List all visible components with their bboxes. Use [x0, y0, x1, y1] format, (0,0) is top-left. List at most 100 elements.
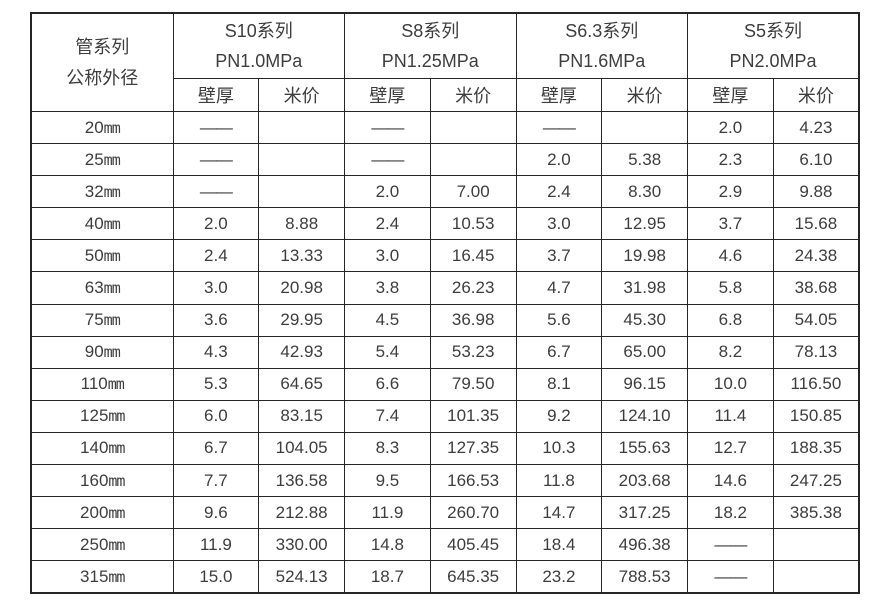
- size-value: 200: [80, 502, 109, 522]
- size-unit: mm: [103, 150, 121, 169]
- value-cell: 15.68: [772, 207, 860, 241]
- sub-header-wall-thickness: 壁厚: [515, 78, 603, 112]
- value-cell: 127.35: [429, 431, 517, 466]
- size-unit: mm: [103, 182, 121, 201]
- series-pressure: PN1.0MPa: [215, 51, 303, 71]
- series-pressure: PN2.0MPa: [729, 51, 817, 71]
- value-cell: 7.00: [429, 175, 517, 209]
- value-cell: 6.7: [515, 335, 603, 369]
- value-cell: 330.00: [258, 528, 346, 562]
- value-cell: 2.3: [687, 143, 774, 177]
- value-cell: 15.0: [172, 560, 260, 594]
- value-cell: 10.53: [429, 207, 517, 241]
- empty-cell: [258, 143, 346, 177]
- value-cell: 20.98: [258, 271, 346, 305]
- value-cell: 78.13: [772, 335, 860, 369]
- size-value: 160: [80, 470, 109, 490]
- table-row: 140mm 6.7 104.05 8.3 127.35 10.3 155.63 12.7 188…: [30, 431, 860, 466]
- size-unit: mm: [108, 535, 125, 554]
- size-value: 50: [84, 245, 104, 265]
- value-cell: 136.58: [258, 464, 346, 498]
- size-cell: 63mm: [30, 271, 174, 305]
- series-pressure: PN1.25MPa: [381, 51, 479, 71]
- value-cell: 3.0: [344, 239, 431, 273]
- size-unit: mm: [108, 407, 125, 426]
- table-row: 25mm —— —— 2.0 5.38 2.3 6.10: [30, 143, 860, 177]
- series-header-row: 管系列 公称外径 S10系列 PN1.0MPa S8系列 PN1.25MPa S…: [30, 12, 860, 112]
- value-cell: 96.15: [601, 367, 689, 401]
- table-row: 20mm —— —— —— 2.0 4.23: [30, 110, 860, 145]
- empty-cell: [258, 110, 346, 145]
- value-cell: 12.7: [687, 431, 774, 466]
- value-cell: 247.25: [772, 464, 860, 498]
- value-cell: 54.05: [772, 303, 860, 337]
- value-cell: 83.15: [258, 399, 346, 433]
- value-cell: 150.85: [772, 399, 860, 433]
- value-cell: 7.7: [172, 464, 260, 498]
- size-value: 90: [84, 342, 104, 362]
- value-cell: 8.3: [344, 431, 431, 466]
- empty-cell: [429, 143, 517, 177]
- size-value: 63: [84, 278, 104, 298]
- value-cell: 6.10: [772, 143, 860, 177]
- sub-header-wall-thickness: 壁厚: [172, 78, 260, 112]
- size-value: 125: [80, 406, 109, 426]
- value-cell: 3.6: [172, 303, 260, 337]
- corner-header-line1: 管系列: [75, 36, 130, 57]
- dash-cell: ——: [687, 560, 774, 594]
- value-cell: 38.68: [772, 271, 860, 305]
- value-cell: 18.2: [687, 496, 774, 530]
- value-cell: 14.7: [515, 496, 603, 530]
- series-name: S8系列: [401, 21, 460, 41]
- value-cell: 9.2: [515, 399, 603, 433]
- series-pressure: PN1.6MPa: [558, 51, 646, 71]
- value-cell: 13.33: [258, 239, 346, 273]
- value-cell: 4.3: [172, 335, 260, 369]
- value-cell: 45.30: [601, 303, 689, 337]
- value-cell: 2.0: [515, 143, 603, 177]
- value-cell: 317.25: [601, 496, 689, 530]
- sub-header-wall-thickness: 壁厚: [344, 78, 431, 112]
- value-cell: 385.38: [772, 496, 860, 530]
- size-value: 75: [84, 310, 104, 330]
- size-value: 140: [80, 438, 109, 458]
- value-cell: 19.98: [601, 239, 689, 273]
- value-cell: 3.0: [172, 271, 260, 305]
- size-value: 250: [80, 534, 109, 554]
- sub-header-meter-price: 米价: [772, 78, 860, 112]
- value-cell: 8.88: [258, 207, 346, 241]
- series-header-s6-3: S6.3系列 PN1.6MPa: [515, 12, 689, 79]
- value-cell: 101.35: [429, 399, 517, 433]
- value-cell: 3.0: [515, 207, 603, 241]
- table-row: 110mm 5.3 64.65 6.6 79.50 8.1 96.15 10.0 116.50: [30, 367, 860, 401]
- value-cell: 524.13: [258, 560, 346, 594]
- size-unit: mm: [108, 471, 125, 490]
- value-cell: 3.7: [515, 239, 603, 273]
- value-cell: 188.35: [772, 431, 860, 466]
- value-cell: 31.98: [601, 271, 689, 305]
- value-cell: 155.63: [601, 431, 689, 466]
- value-cell: 5.4: [344, 335, 431, 369]
- dash-cell: ——: [172, 143, 260, 177]
- size-value: 40: [84, 213, 104, 233]
- size-cell: 315mm: [30, 560, 174, 594]
- value-cell: 2.0: [172, 207, 260, 241]
- table-header: 管系列 公称外径 S10系列 PN1.0MPa S8系列 PN1.25MPa S…: [30, 12, 860, 112]
- size-value: 315: [80, 566, 109, 586]
- size-unit: mm: [108, 503, 125, 522]
- dash-cell: ——: [344, 143, 431, 177]
- value-cell: 5.6: [515, 303, 603, 337]
- value-cell: 116.50: [772, 367, 860, 401]
- value-cell: 6.8: [687, 303, 774, 337]
- value-cell: 4.7: [515, 271, 603, 305]
- sub-header-meter-price: 米价: [258, 78, 346, 112]
- value-cell: 79.50: [429, 367, 517, 401]
- sub-header-meter-price: 米价: [429, 78, 517, 112]
- value-cell: 2.4: [344, 207, 431, 241]
- value-cell: 12.95: [601, 207, 689, 241]
- series-name: S5系列: [744, 21, 803, 41]
- value-cell: 7.4: [344, 399, 431, 433]
- value-cell: 9.88: [772, 175, 860, 209]
- table-body: 20mm —— —— —— 2.0 4.23 25mm —— —— 2.0 5.38 2.3 6.10 3…: [30, 110, 860, 594]
- value-cell: 11.4: [687, 399, 774, 433]
